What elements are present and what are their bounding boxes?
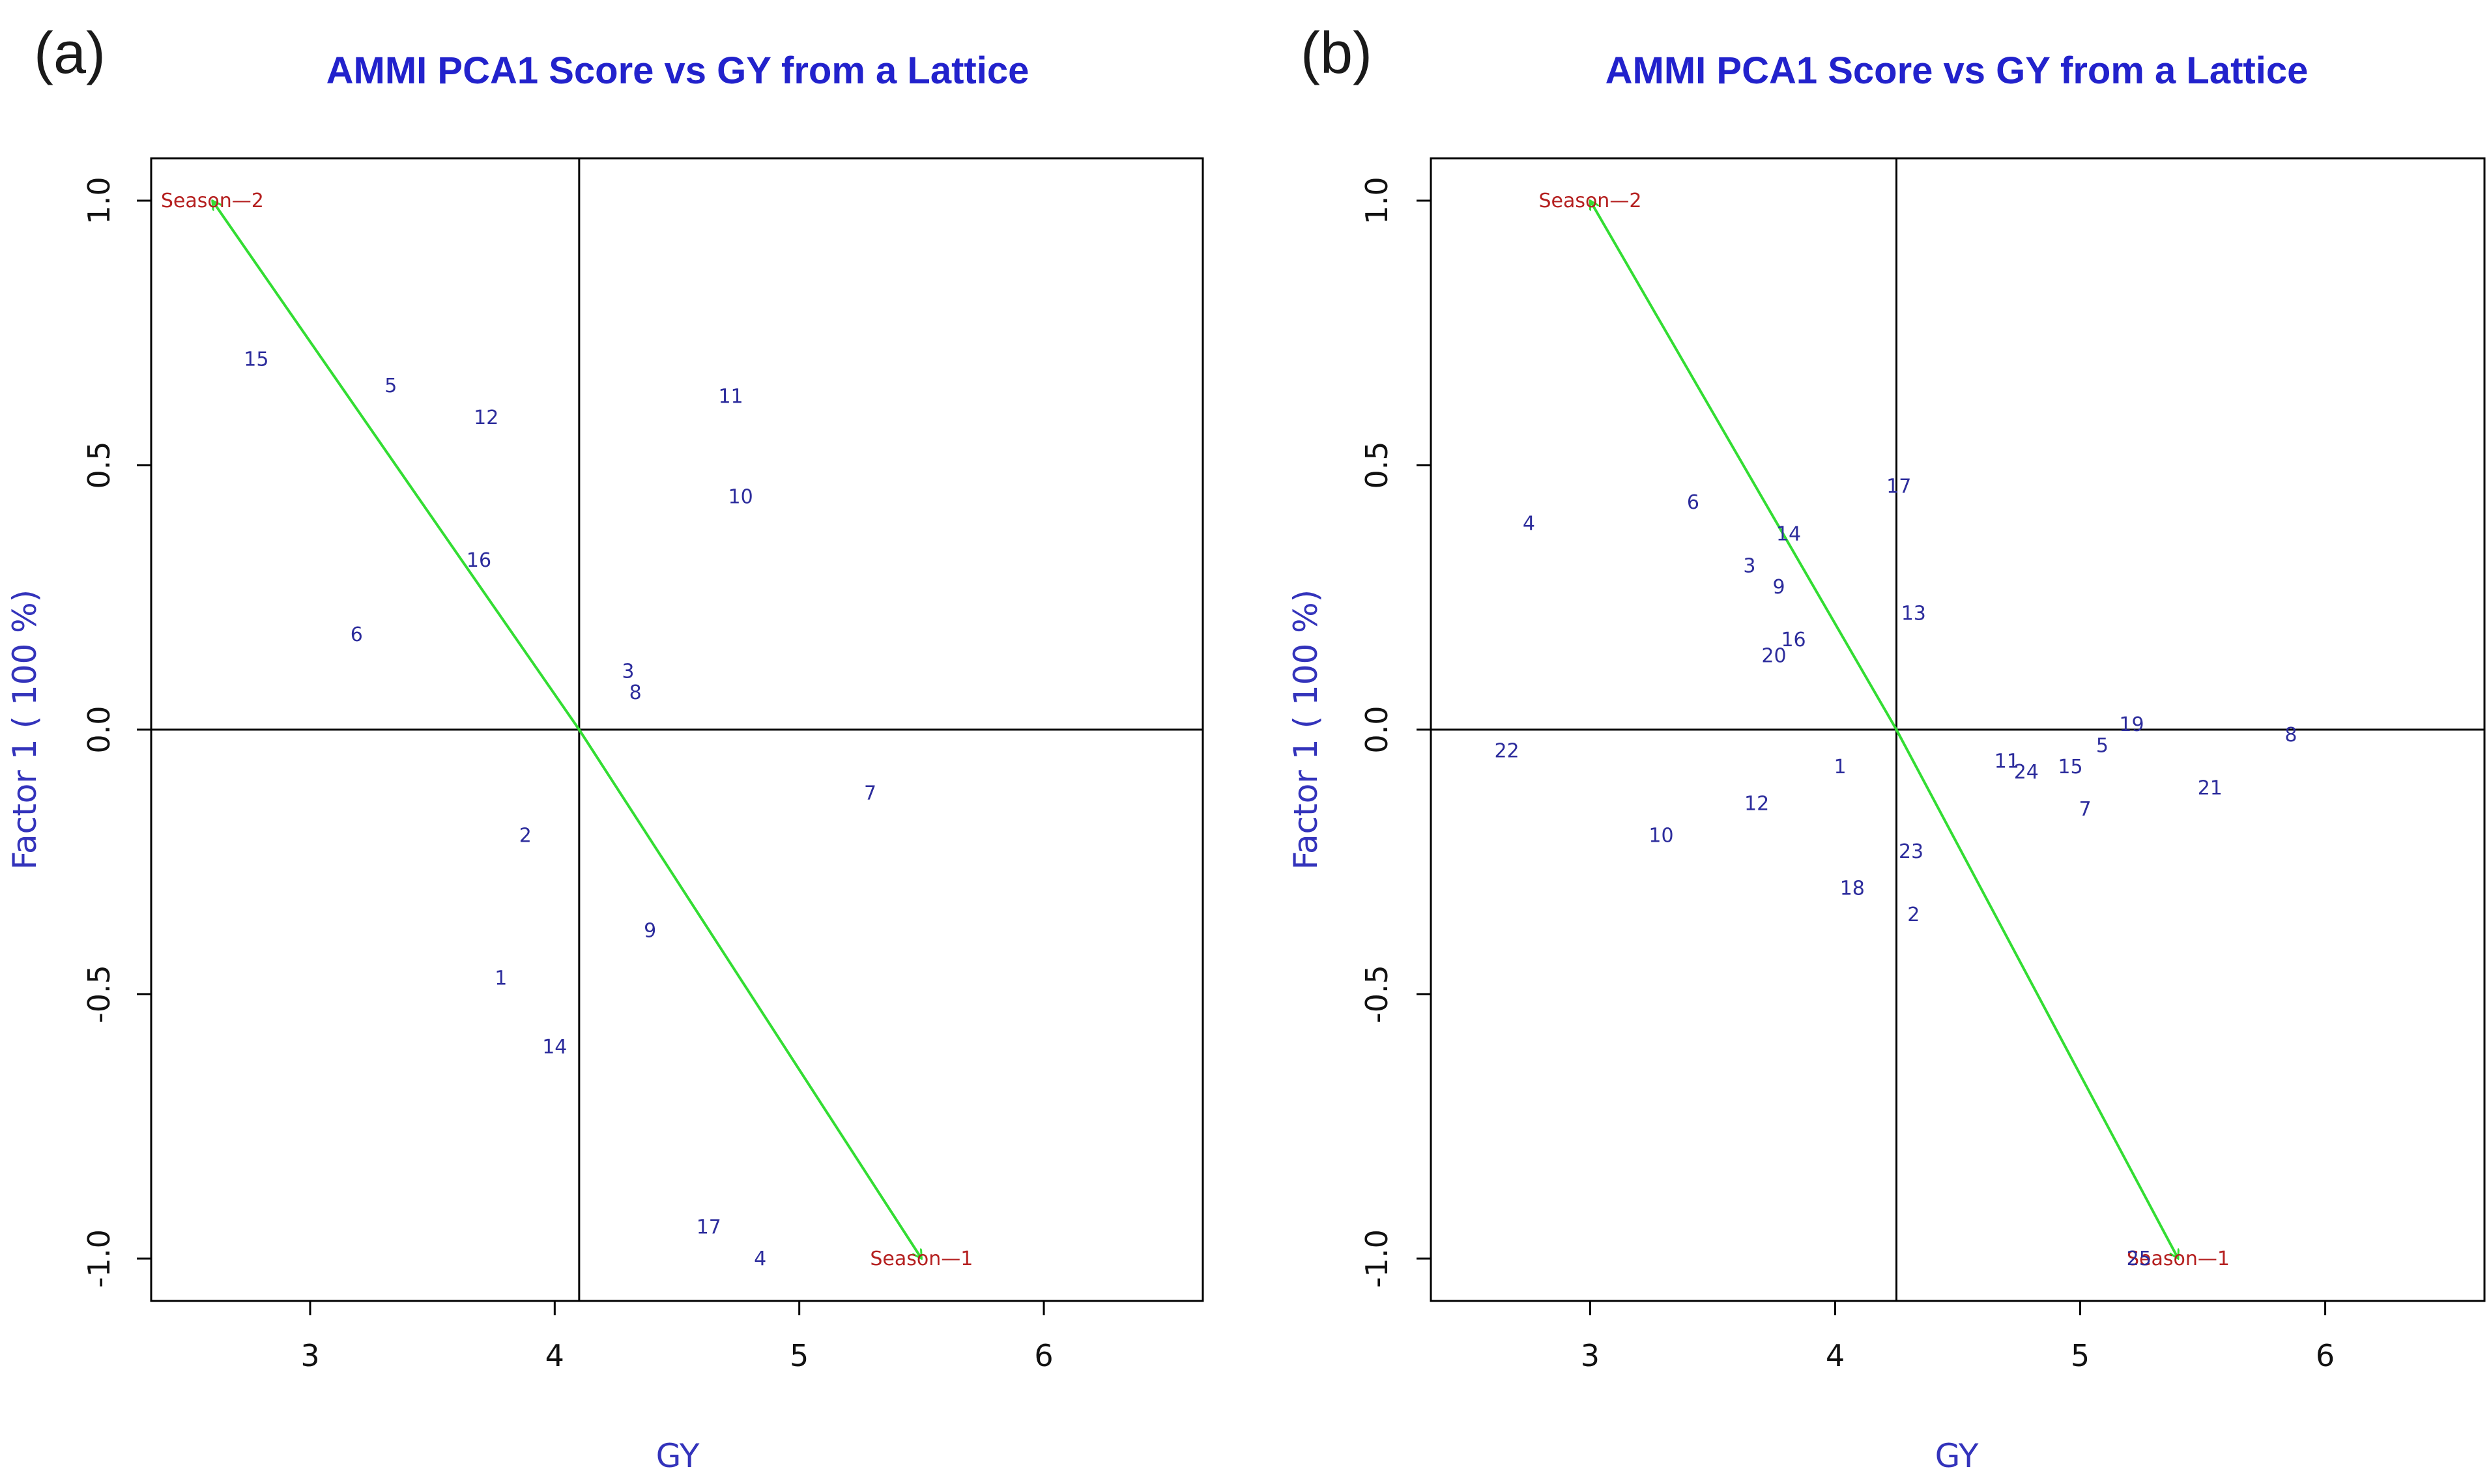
panel-b-genotype-3: 3: [1743, 554, 1755, 577]
panel-b-genotype-13: 13: [1901, 602, 1926, 625]
panel-a-x-tick-label-5: 5: [790, 1338, 809, 1373]
panel-b-genotype-18: 18: [1840, 878, 1865, 900]
panel-a-x-axis-label: GY: [656, 1437, 700, 1475]
panel-b-genotype-4: 4: [1523, 512, 1535, 535]
panel-a-genotype-5: 5: [384, 375, 397, 397]
panel-b-genotype-17: 17: [1886, 475, 1911, 498]
panel-a-title: AMMI PCA1 Score vs GY from a Lattice: [326, 50, 1030, 92]
panel-a-environment-label-2: Season—1: [870, 1248, 973, 1270]
panel-a-genotype-3: 3: [622, 661, 634, 683]
panel-b-genotype-15: 15: [2058, 756, 2082, 778]
panel-a-genotype-17: 17: [697, 1216, 721, 1238]
panel-b-x-tick-label-4: 4: [1826, 1338, 1845, 1373]
panel-a-genotype-7: 7: [864, 782, 876, 805]
panel-b-y-tick-label-0: -1.0: [1359, 1229, 1394, 1288]
panel-a-genotype-14: 14: [542, 1036, 567, 1059]
panel-b-genotype-24: 24: [2014, 761, 2039, 784]
panel-b-y-tick-label-3: 0.5: [1359, 441, 1394, 489]
panel-b-environment-label-2: Season—1: [2127, 1248, 2230, 1270]
panel-b-genotype-2: 2: [1907, 904, 1920, 926]
panel-a-letter: (a): [34, 21, 106, 86]
panel-a-y-tick-label-0: -1.0: [81, 1229, 117, 1288]
panel-b-genotype-19: 19: [2119, 713, 2144, 736]
panel-b-genotype-12: 12: [1744, 793, 1769, 816]
panel-a-y-tick-label-3: 0.5: [81, 441, 117, 489]
panel-a-genotype-10: 10: [728, 486, 753, 509]
panel-a-genotype-4: 4: [754, 1248, 766, 1270]
panel-b-genotype-22: 22: [1494, 739, 1519, 762]
panel-b-environment-arrow-1: [1589, 201, 1898, 731]
panel-b-genotype-8: 8: [2284, 724, 2297, 747]
panel-b-genotype-10: 10: [1649, 824, 1673, 847]
panel-b-genotype-20: 20: [1761, 644, 1786, 667]
panel-a-genotype-16: 16: [467, 549, 491, 572]
panel-b-title: AMMI PCA1 Score vs GY from a Lattice: [1605, 50, 2309, 92]
panel-b-genotype-5: 5: [2096, 734, 2109, 757]
panel-a-environment-arrow-1: [212, 201, 581, 731]
panel-b-genotype-7: 7: [2079, 798, 2091, 821]
panel-b-genotype-1: 1: [1834, 756, 1846, 778]
panel-b-genotype-9: 9: [1772, 576, 1785, 599]
panel-b-environment-arrow-2: [1895, 729, 2178, 1259]
panel-a-x-tick-label-6: 6: [1034, 1338, 1053, 1373]
panel-a-genotype-11: 11: [718, 385, 743, 408]
panel-a-genotype-2: 2: [519, 824, 532, 847]
panel-b-y-tick-label-1: -0.5: [1359, 965, 1394, 1023]
panel-b-genotype-14: 14: [1776, 523, 1801, 546]
panel-b-genotype-6: 6: [1687, 491, 1699, 514]
panel-a-y-axis-label: Factor 1 ( 100 %): [6, 590, 44, 870]
panel-b-genotype-11: 11: [1994, 750, 2019, 773]
panel-b-genotype-23: 23: [1899, 840, 1923, 863]
panel-b-letter: (b): [1301, 21, 1372, 86]
panel-b-genotype-25: 25: [2127, 1248, 2152, 1270]
panel-a-environment-label-1: Season—2: [161, 190, 264, 212]
panel-a-genotype-1: 1: [495, 967, 507, 990]
panel-a-genotype-9: 9: [644, 920, 656, 943]
panel-a-genotype-15: 15: [244, 349, 268, 371]
panel-a-chart: (a) AMMI PCA1 Score vs GY from a Lattice…: [6, 21, 1204, 1475]
panel-b-x-axis-label: GY: [1935, 1437, 1979, 1475]
panel-b-genotype-16: 16: [1781, 629, 1806, 651]
panel-b-genotype-21: 21: [2198, 777, 2223, 799]
panel-b-y-tick-label-2: 0.0: [1359, 706, 1394, 753]
panel-b-chart: (b) AMMI PCA1 Score vs GY from a Lattice…: [1287, 21, 2486, 1475]
panel-a-environment-arrow-2: [578, 728, 923, 1259]
panel-b-x-tick-label-3: 3: [1581, 1338, 1600, 1373]
panel-b-x-tick-label-5: 5: [2071, 1338, 2090, 1373]
panel-a-x-tick-label-3: 3: [300, 1338, 319, 1373]
panel-a-x-tick-label-4: 4: [545, 1338, 564, 1373]
panel-a-y-tick-label-2: 0.0: [81, 706, 117, 753]
panel-b-y-axis-label: Factor 1 ( 100 %): [1287, 590, 1325, 870]
panel-b-y-tick-label-4: 1.0: [1359, 177, 1394, 224]
panel-a-y-tick-label-1: -0.5: [81, 965, 117, 1023]
panel-b-x-tick-label-6: 6: [2316, 1338, 2335, 1373]
panel-a-genotype-6: 6: [351, 623, 363, 646]
panel-a-genotype-8: 8: [629, 681, 642, 704]
panel-b-environment-label-1: Season—2: [1538, 190, 1641, 212]
panel-a-y-tick-label-4: 1.0: [81, 177, 117, 224]
panel-a-genotype-12: 12: [474, 407, 498, 429]
